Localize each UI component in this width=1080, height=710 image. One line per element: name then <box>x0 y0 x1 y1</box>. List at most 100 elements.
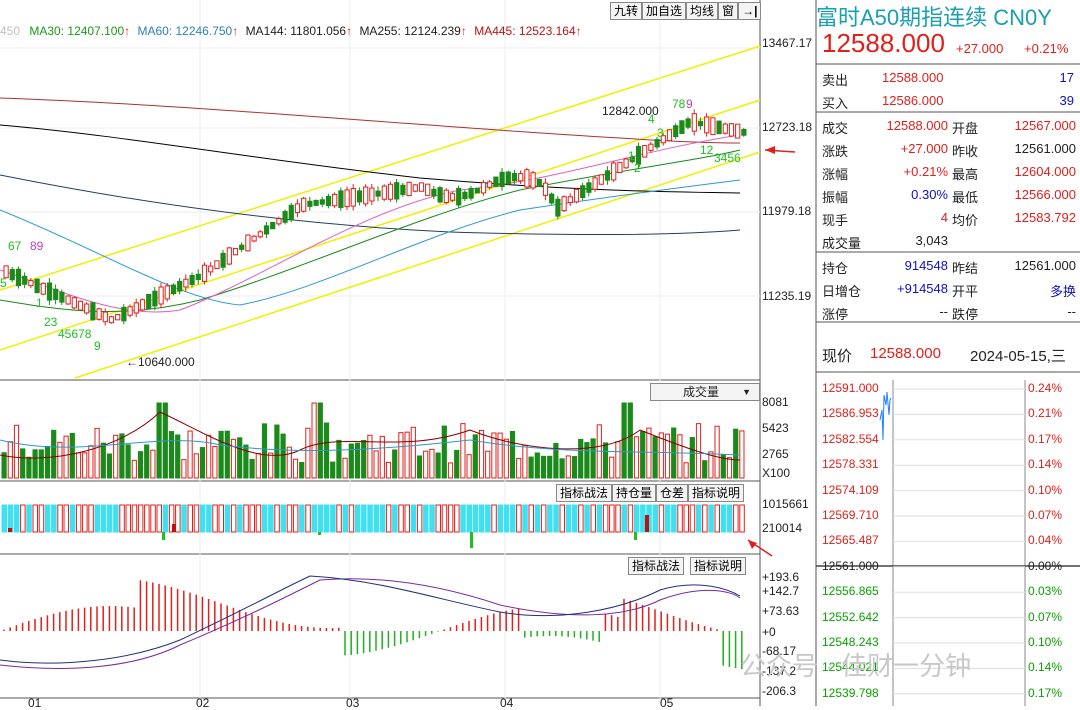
ma60-line <box>0 179 741 306</box>
position-bar <box>485 504 491 533</box>
candle-body <box>642 145 648 158</box>
volume-bar <box>243 444 249 479</box>
candle-body <box>524 169 530 188</box>
chart-toolbar: 九转 加自选 均线 窗 →| <box>610 2 762 20</box>
position-bar <box>553 504 559 533</box>
position-bar <box>156 504 162 533</box>
indicator-strategy-button[interactable]: 指标战法 <box>628 557 685 575</box>
window-button[interactable]: 窗 <box>718 2 739 20</box>
position-bar <box>596 504 603 533</box>
nine-turn-label: 3456 <box>714 151 741 165</box>
open-interest-button[interactable]: 持仓量 <box>612 484 657 502</box>
macd-axis-label: +73.63 <box>762 604 800 618</box>
volume-bar <box>497 432 503 479</box>
position-bar <box>175 504 181 533</box>
arrow-right-bar-icon[interactable]: →| <box>738 2 762 20</box>
indicator-help-button[interactable]: 指标说明 <box>690 557 747 575</box>
position-bar <box>199 504 206 533</box>
ma-settings-button[interactable]: 均线 <box>686 2 719 20</box>
position-bar <box>559 504 565 533</box>
stat-value: 4 <box>940 210 948 225</box>
intraday-price-label: 12544.021 <box>822 660 879 675</box>
volume-bar <box>75 452 82 479</box>
stat-label: 振幅 <box>822 190 849 205</box>
position-bar <box>342 504 348 533</box>
volume-bar <box>423 450 429 479</box>
indicator-strategy-button[interactable]: 指标战法 <box>556 484 613 502</box>
bid-price: 12586.000 <box>882 93 944 108</box>
ask-qty: 17 <box>1059 70 1074 85</box>
volume-bar <box>416 455 423 479</box>
intraday-pct-label: 0.10% <box>1028 635 1063 649</box>
position-bar <box>224 504 231 533</box>
position-bar <box>261 504 268 533</box>
candle-body <box>214 260 220 269</box>
bid-label: 买入 <box>822 96 849 111</box>
position-bar <box>26 504 32 533</box>
position-bar <box>429 504 435 533</box>
volume-bar <box>410 426 416 479</box>
intraday-price-label: 12552.642 <box>822 609 879 624</box>
stat-label: 最高 <box>952 167 979 182</box>
candle-body <box>437 187 443 203</box>
intraday-price-label: 12548.243 <box>822 635 879 649</box>
position-bar <box>162 504 169 533</box>
high-price-label: 12842.000 <box>602 104 659 118</box>
ma255-legend: MA255: 12124.239 <box>359 24 461 38</box>
low-annotation: ←10640.000 <box>126 355 195 369</box>
candle-body <box>406 181 412 197</box>
volume-bar <box>292 458 299 479</box>
volume-bar <box>714 425 720 479</box>
volume-bar <box>503 438 509 479</box>
volume-bar <box>150 449 156 479</box>
candle-body <box>208 265 214 273</box>
nine-turn-button[interactable]: 九转 <box>610 2 643 20</box>
position-bar <box>677 504 683 533</box>
position-bar <box>336 504 342 533</box>
position-bar <box>299 504 305 533</box>
volume-bar <box>677 434 683 479</box>
volume-bar <box>206 434 212 479</box>
candle-body <box>443 189 449 204</box>
candle-body <box>679 120 685 134</box>
position-axis-label: 210014 <box>762 521 803 535</box>
candle-body <box>201 264 208 282</box>
volume-bar <box>32 449 38 479</box>
position-bar <box>75 504 82 533</box>
intraday-pct-label: 0.14% <box>1028 660 1063 675</box>
stat-value: 3,043 <box>915 233 948 248</box>
volume-bar <box>44 445 51 479</box>
volume-bar <box>429 448 435 479</box>
position-bar <box>187 504 193 533</box>
candle-body <box>598 174 604 185</box>
position-bar <box>323 504 330 533</box>
position-diff-button[interactable]: 仓差 <box>656 484 689 502</box>
candle-body <box>549 193 555 204</box>
position-bar <box>63 504 69 533</box>
position-bar <box>602 504 609 533</box>
candle-body <box>629 156 635 163</box>
stat-label: 日增仓 <box>822 284 862 299</box>
volume-bar <box>392 449 398 479</box>
volume-bar <box>633 436 640 479</box>
bid-row: 买入 12586.000 39 <box>818 89 1080 112</box>
ma-legend: 450 MA30: 12407.100↑ MA60: 12246.750↑ MA… <box>0 24 582 38</box>
quote-stat-row: 持仓 914548 昨结 12561.000 <box>818 254 1080 277</box>
volume-bar <box>51 429 57 479</box>
up-arrow-icon: ↑ <box>124 24 131 38</box>
position-bar <box>633 504 640 533</box>
intraday-pct-label: 0.00% <box>1028 558 1063 573</box>
volume-bar <box>100 442 106 479</box>
volume-bar <box>181 459 187 479</box>
add-favorite-button[interactable]: 加自选 <box>642 2 687 20</box>
position-bar <box>454 504 460 533</box>
candle-body <box>170 284 177 295</box>
intraday-pct-label: 0.21% <box>1028 406 1063 421</box>
candle-body <box>344 189 350 208</box>
macd-axis-label: +193.6 <box>762 570 800 584</box>
candle-body <box>3 265 9 279</box>
volume-indicator-dropdown[interactable]: 成交量 ▼ <box>650 383 760 401</box>
indicator-help-button[interactable]: 指标说明 <box>688 484 745 502</box>
